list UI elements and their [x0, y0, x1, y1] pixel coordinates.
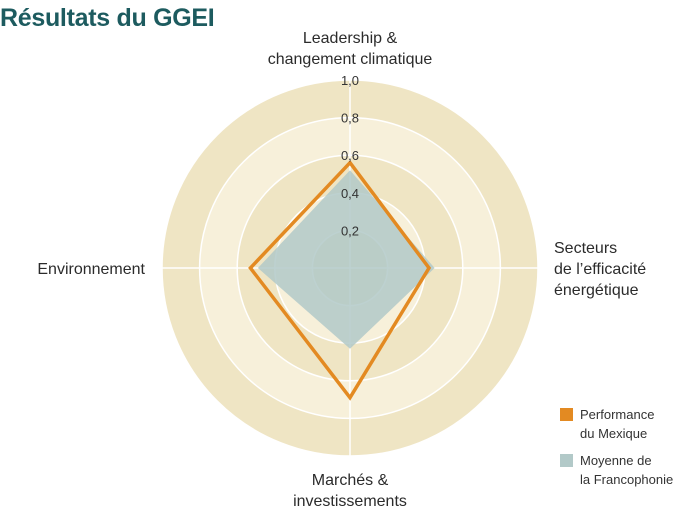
axis-label-line: Environnement	[37, 261, 145, 278]
legend-label-line: la Francophonie	[580, 472, 674, 487]
series-francophonie-area	[257, 170, 435, 349]
legend-label-line: du Mexique	[580, 426, 648, 441]
tick-label: 0,4	[341, 186, 359, 201]
axis-label-marches: Marchés & investissements	[230, 470, 470, 512]
series-mexique-outline	[248, 159, 432, 401]
axis-label-line: Secteurs	[554, 240, 618, 257]
axis-label-line: Marchés &	[311, 472, 389, 489]
tick-label: 0,8	[341, 111, 359, 126]
axis-label-secteurs: Secteurs de l’efficacité énergétique	[554, 238, 646, 301]
axis-label-line: changement climatique	[267, 51, 433, 68]
legend-item-francophonie: Moyenne de la Francophonie	[560, 451, 673, 489]
tick-label: 1,0	[341, 73, 359, 88]
tick-label: 0,2	[341, 223, 359, 238]
axis-label-line: énergétique	[554, 282, 639, 299]
axis-label-line: investissements	[293, 493, 407, 510]
legend-item-mexique: Performance du Mexique	[560, 405, 673, 443]
axis-label-line: de l’efficacité	[554, 261, 647, 278]
legend: Performance du Mexique Moyenne de la Fra…	[560, 405, 673, 497]
legend-label-line: Performance	[580, 407, 655, 422]
legend-swatch-mexique	[560, 408, 573, 421]
chart-title: Résultats du GGEI	[0, 4, 215, 32]
tick-label: 0,6	[341, 148, 359, 163]
legend-swatch-francophonie	[560, 454, 573, 467]
axis-label-leadership: Leadership & changement climatique	[220, 28, 480, 70]
axis-label-line: Leadership &	[302, 30, 398, 47]
axis-label-environnement: Environnement	[37, 259, 145, 280]
legend-label-line: Moyenne de	[580, 453, 652, 468]
